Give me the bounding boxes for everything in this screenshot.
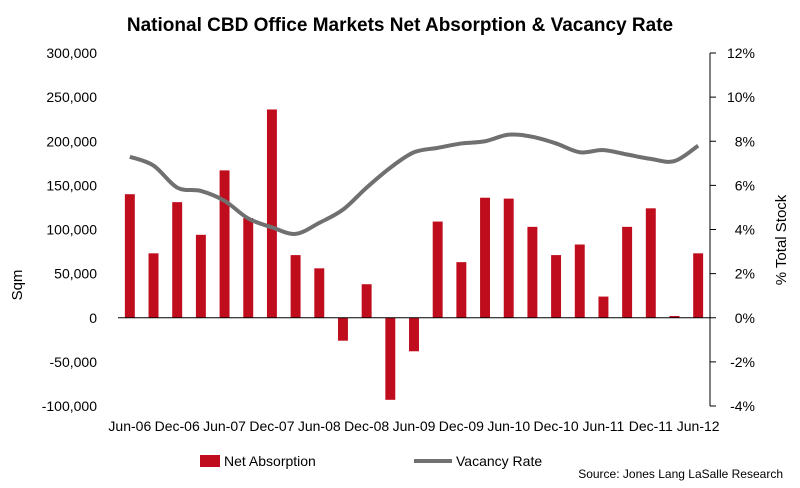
- y-tick-label: 250,000: [46, 89, 97, 105]
- bar-Dec-09: [456, 262, 467, 318]
- y2-tick-label: 4%: [735, 222, 755, 238]
- x-tick-label: Jun-11: [583, 418, 625, 434]
- bar-Dec-10: [551, 255, 562, 318]
- bar-Jun-11: [598, 296, 609, 318]
- bar-Sep-09: [432, 221, 443, 318]
- x-tick-label: Dec-06: [155, 418, 200, 434]
- bar-Mar-07: [195, 234, 206, 318]
- bar-Mar-11: [574, 244, 585, 318]
- y-tick-label: 200,000: [46, 133, 97, 149]
- x-tick-label: Jun-06: [108, 418, 151, 434]
- bar-Dec-06: [172, 202, 183, 318]
- bar-Jun-12: [693, 253, 704, 318]
- bar-Jun-06: [124, 194, 135, 318]
- y2-tick-label: 8%: [735, 133, 755, 149]
- right-axis-title: % Total Stock: [773, 194, 790, 285]
- y2-tick-label: 6%: [735, 177, 755, 193]
- y2-tick-label: -2%: [730, 354, 755, 370]
- bar-Jun-08: [314, 268, 325, 318]
- x-axis-tick-labels: Jun-06 Dec-06 Jun-07 Dec-07 Jun-08 Dec-08 Jun-…: [108, 418, 719, 434]
- bar-Sep-07: [243, 218, 254, 318]
- x-tick-label: Dec-09: [439, 418, 484, 434]
- x-tick-label: Dec-07: [249, 418, 294, 434]
- bar-series: [124, 109, 704, 400]
- legend-label-vacancy-rate: Vacancy Rate: [456, 453, 542, 469]
- bar-Jun-09: [409, 317, 419, 352]
- bar-Sep-11: [622, 226, 633, 318]
- left-axis-title: Sqm: [9, 270, 26, 301]
- right-axis-tick-labels: 12% 10% 8% 6% 4% 2% 0% -2% -4%: [727, 45, 755, 414]
- y-tick-label: 50,000: [54, 266, 97, 282]
- y2-tick-label: 12%: [727, 45, 755, 61]
- y2-tick-label: 10%: [727, 89, 755, 105]
- bar-Mar-09: [385, 317, 396, 400]
- bar-Mar-10: [480, 197, 491, 318]
- left-axis-tick-labels: 300,000 250,000 200,000 150,000 100,000 50,00…: [42, 45, 97, 414]
- y-tick-label: 100,000: [46, 222, 97, 238]
- x-tick-label: Dec-08: [344, 418, 389, 434]
- right-axis-ticks: [710, 52, 716, 407]
- y-tick-label: 0: [89, 310, 97, 326]
- legend-label-net-absorption: Net Absorption: [224, 453, 316, 469]
- x-tick-label: Jun-10: [487, 418, 530, 434]
- bar-Dec-07: [266, 109, 277, 318]
- y-tick-label: -100,000: [42, 398, 97, 414]
- bar-Sep-06: [148, 253, 159, 318]
- bar-Dec-11: [645, 208, 656, 318]
- y2-tick-label: 0%: [735, 310, 755, 326]
- y2-tick-label: -4%: [730, 398, 755, 414]
- x-tick-label: Dec-10: [534, 418, 579, 434]
- x-tick-label: Jun-08: [298, 418, 341, 434]
- x-tick-label: Dec-11: [629, 418, 673, 434]
- y-tick-label: -50,000: [50, 354, 98, 370]
- bar-Mar-12: [669, 315, 680, 318]
- y2-tick-label: 2%: [735, 266, 755, 282]
- vacancy-rate-line: [129, 132, 700, 236]
- bar-Dec-08: [361, 284, 372, 318]
- bar-Mar-08: [290, 255, 301, 318]
- chart-title: National CBD Office Markets Net Absorpti…: [127, 15, 673, 36]
- x-tick-label: Jun-07: [203, 418, 246, 434]
- legend-swatch-net-absorption: [200, 455, 220, 467]
- legend: Net Absorption Vacancy Rate: [200, 453, 542, 469]
- y-tick-label: 150,000: [46, 177, 97, 193]
- bar-Sep-08: [337, 317, 348, 341]
- y-tick-label: 300,000: [46, 45, 97, 61]
- bar-Jun-10: [503, 198, 514, 318]
- x-tick-label: Jun-12: [677, 418, 720, 434]
- bar-Sep-10: [527, 226, 538, 318]
- source-note: Source: Jones Lang LaSalle Research: [578, 467, 783, 481]
- bar-Jun-07: [219, 170, 230, 318]
- x-tick-label: Jun-09: [393, 418, 436, 434]
